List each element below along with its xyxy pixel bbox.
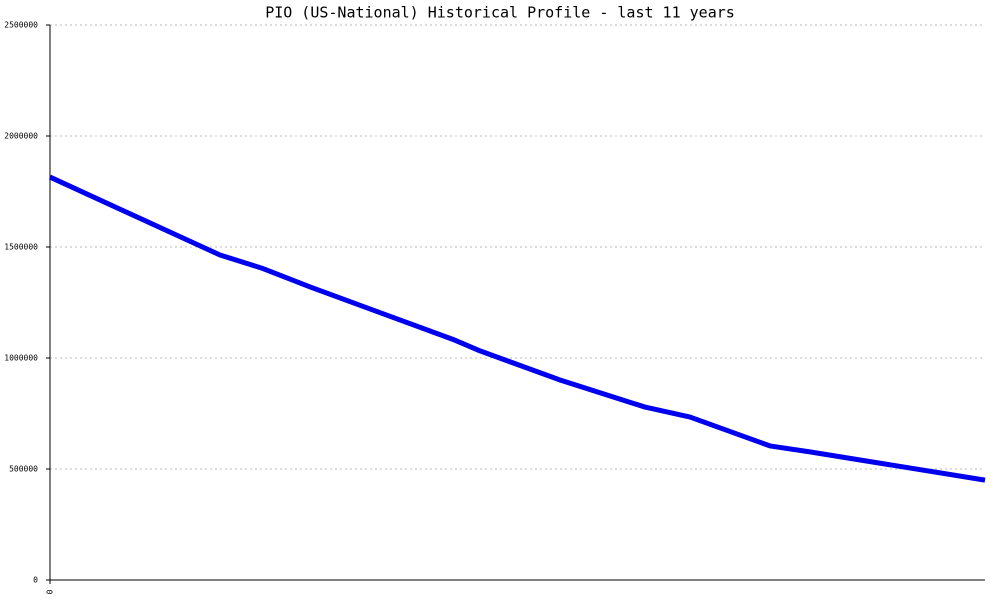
y-tick-label: 1000000 xyxy=(4,354,38,363)
x-tick-label: 0 xyxy=(46,589,55,594)
y-tick-label: 2000000 xyxy=(4,132,38,141)
y-tick-label: 1500000 xyxy=(4,243,38,252)
line-series xyxy=(48,174,986,483)
chart-title: PIO (US-National) Historical Profile - l… xyxy=(265,4,735,22)
y-tick-label: 500000 xyxy=(9,465,38,474)
y-tick-label: 0 xyxy=(33,576,38,585)
y-tick-label: 2500000 xyxy=(4,21,38,30)
